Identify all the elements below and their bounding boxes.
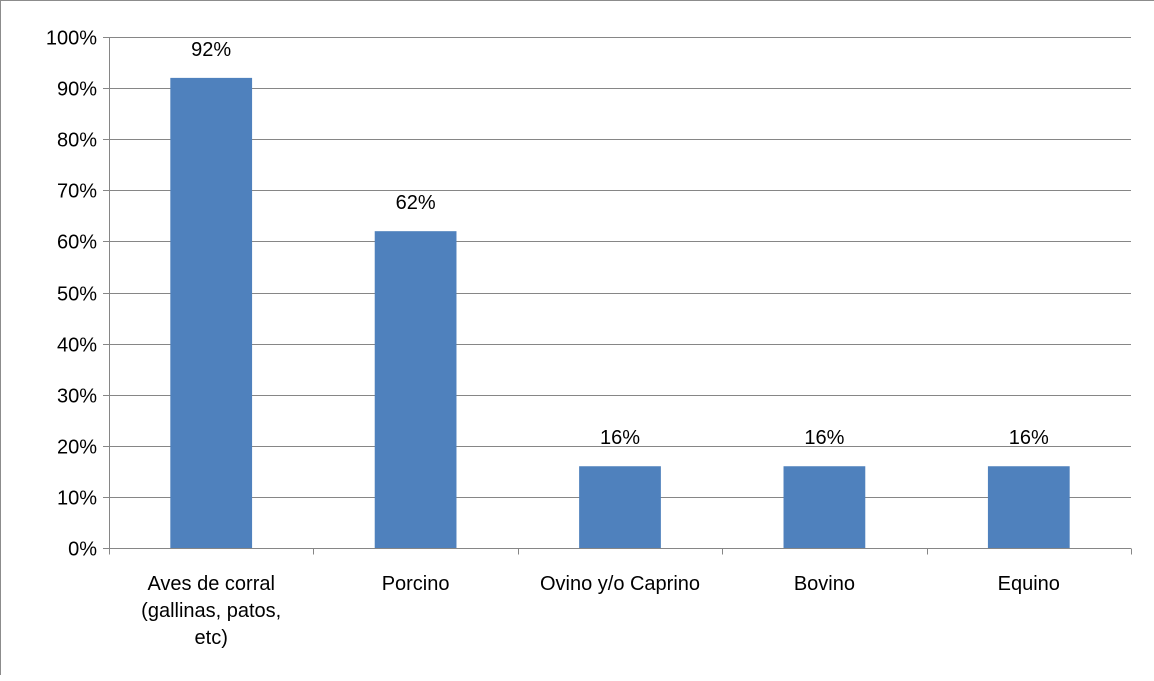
- x-tick-label: (gallinas, patos,: [141, 600, 281, 622]
- y-tick-label: 20%: [57, 437, 97, 459]
- data-label: 16%: [600, 427, 640, 449]
- data-label: 62%: [396, 192, 436, 214]
- y-tick-label: 40%: [57, 335, 97, 357]
- bar: [374, 231, 457, 548]
- y-tick-label: 60%: [57, 232, 97, 254]
- y-tick-label: 0%: [68, 539, 97, 561]
- x-tick-label: Bovino: [794, 573, 855, 595]
- bar: [783, 466, 866, 548]
- y-tick-label: 80%: [57, 130, 97, 152]
- x-tick-label: Porcino: [382, 573, 450, 595]
- x-tick-label: Aves de corral: [147, 573, 274, 595]
- y-tick-label: 90%: [57, 79, 97, 101]
- x-tick-label: etc): [195, 627, 228, 649]
- y-tick-label: 30%: [57, 386, 97, 408]
- bar: [987, 466, 1070, 548]
- bar: [579, 466, 661, 548]
- data-label: 16%: [804, 427, 844, 449]
- axes: [103, 37, 1132, 555]
- x-tick-label: Equino: [998, 573, 1060, 595]
- y-tick-label: 10%: [57, 488, 97, 510]
- y-tick-label: 50%: [57, 284, 97, 306]
- data-label: 16%: [1009, 427, 1049, 449]
- bar: [170, 77, 253, 548]
- bars: [170, 77, 1070, 548]
- gridlines: [109, 37, 1131, 498]
- labels: 0% 10% 20% 30% 40% 50% 60% 70% 80% 90% 100% 92% Aves…: [46, 28, 1060, 650]
- y-tick-label: 70%: [57, 181, 97, 203]
- data-label: 92%: [191, 39, 231, 61]
- x-tick-label: Ovino y/o Caprino: [540, 573, 700, 595]
- y-tick-label: 100%: [46, 28, 97, 50]
